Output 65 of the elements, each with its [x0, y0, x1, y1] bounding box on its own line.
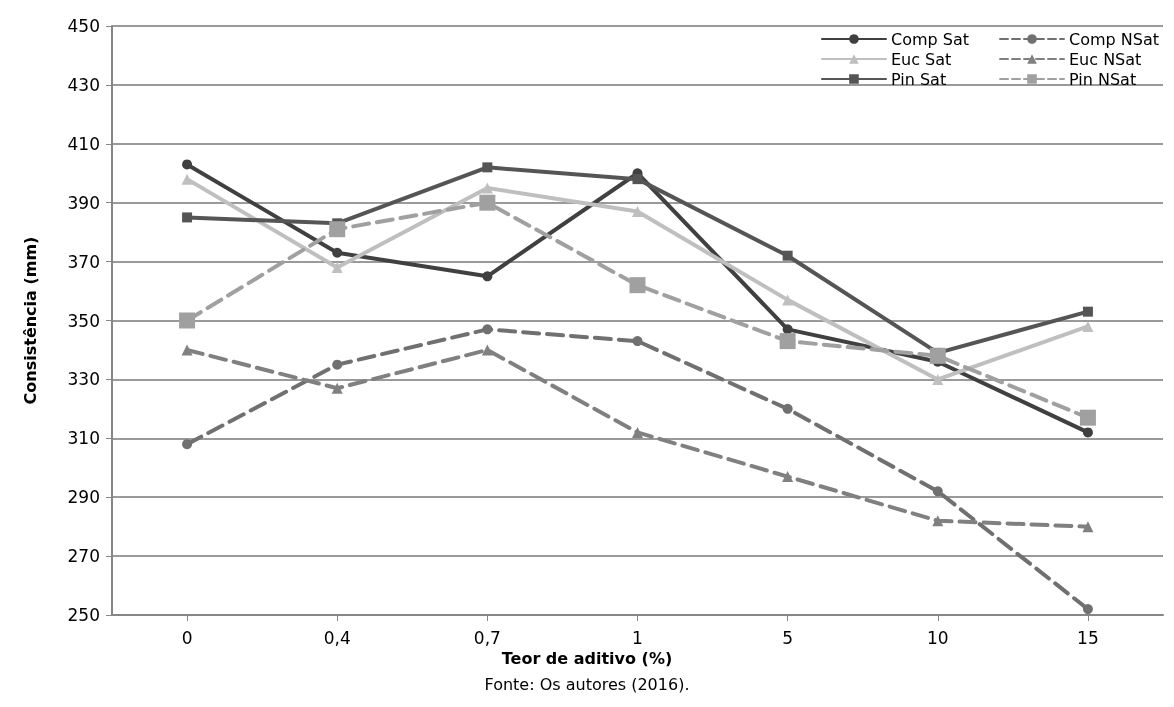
x-tick-label: 0,7 — [473, 627, 501, 648]
legend-label: Pin Sat — [890, 69, 947, 89]
point — [332, 359, 343, 370]
point — [482, 271, 493, 282]
point — [181, 344, 193, 356]
y-tick-label: 330 — [67, 369, 100, 390]
point — [1082, 521, 1094, 533]
point — [1079, 409, 1096, 426]
legend-label: Comp Sat — [890, 29, 970, 49]
legend-label: Pin NSat — [1069, 69, 1137, 89]
point — [782, 250, 793, 261]
point — [782, 471, 794, 483]
x-tick-label: 1 — [632, 627, 643, 648]
x-tick-label: 0 — [181, 627, 193, 648]
point — [632, 174, 643, 185]
point — [932, 373, 944, 385]
y-tick-label: 310 — [67, 428, 100, 449]
source-note: Fonte: Os autores (2016). — [484, 674, 690, 694]
legend-label: Comp NSat — [1069, 29, 1160, 49]
point — [481, 182, 493, 194]
point — [1082, 306, 1093, 317]
point — [1082, 604, 1093, 615]
y-tick-label: 430 — [67, 74, 100, 95]
point — [929, 347, 946, 364]
y-axis-title: Consistência (mm) — [20, 236, 40, 405]
point — [632, 336, 643, 347]
point — [182, 212, 193, 223]
y-tick-label: 250 — [67, 605, 100, 625]
point — [179, 312, 196, 329]
y-tick-label: 270 — [67, 546, 100, 567]
point — [482, 324, 493, 335]
point — [782, 294, 794, 306]
point — [932, 515, 944, 527]
x-axis-title: Teor de aditivo (%) — [501, 648, 673, 668]
point — [482, 162, 493, 173]
point — [782, 324, 793, 335]
point — [1082, 427, 1093, 438]
y-tick-label: 370 — [67, 251, 100, 272]
point — [182, 159, 193, 170]
point — [329, 221, 346, 238]
point — [932, 486, 943, 497]
y-tick-label: 390 — [67, 192, 100, 213]
point — [481, 344, 493, 356]
point — [779, 333, 796, 350]
y-tick-label: 290 — [67, 487, 100, 508]
y-tick-label: 450 — [67, 16, 100, 36]
point — [332, 247, 343, 258]
y-tick-label: 410 — [67, 133, 100, 154]
x-tick-label: 0,4 — [323, 627, 351, 648]
point — [331, 382, 343, 394]
point — [632, 206, 643, 218]
x-tick-label: 10 — [926, 627, 949, 648]
legend-label: Euc NSat — [1069, 49, 1142, 69]
legend-label: Euc Sat — [890, 49, 952, 69]
point — [182, 439, 193, 450]
x-tick-label: 5 — [782, 627, 794, 648]
point — [479, 194, 496, 211]
y-tick-label: 350 — [67, 310, 100, 331]
point — [632, 426, 643, 438]
point — [782, 403, 793, 414]
point — [331, 261, 343, 273]
point — [629, 277, 646, 294]
x-tick-label: 15 — [1077, 627, 1099, 648]
point — [1082, 320, 1094, 332]
point — [181, 173, 193, 185]
